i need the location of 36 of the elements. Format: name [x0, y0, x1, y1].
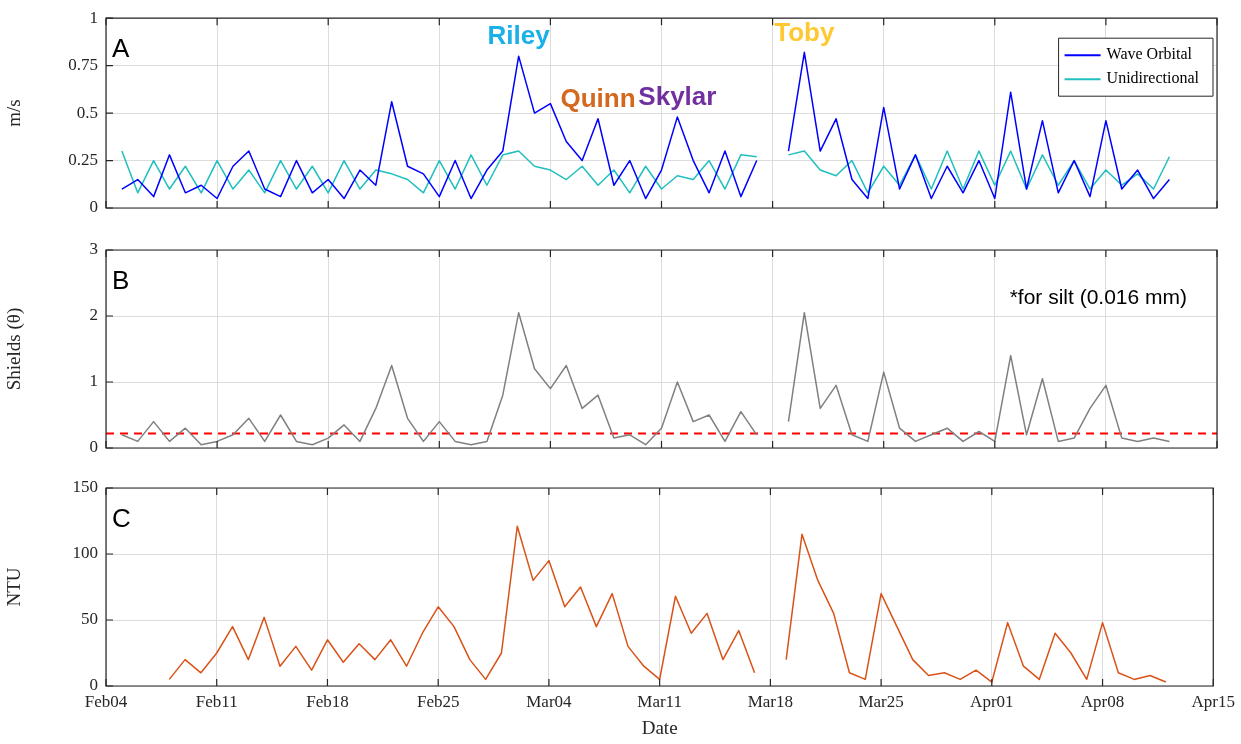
y-tick-label: 1 — [89, 371, 98, 391]
x-tick-label: Apr01 — [970, 691, 1014, 711]
x-tick-label: Feb25 — [416, 691, 460, 711]
y-tick-label: 0 — [89, 197, 98, 217]
annotation: C — [112, 503, 131, 534]
x-tick-label: Mar04 — [526, 691, 573, 711]
y-tick-label: 0.25 — [68, 150, 98, 170]
y-axis-title: m/s — [3, 99, 25, 127]
annotation: Riley — [487, 20, 551, 51]
annotation: *for silt (0.016 mm) — [1009, 284, 1187, 308]
y-tick-label: 3 — [89, 239, 98, 259]
y-tick-label: 50 — [81, 609, 98, 629]
y-tick-label: 2 — [89, 305, 98, 325]
y-tick-label: 1 — [89, 7, 98, 27]
y-tick-label: 100 — [72, 543, 98, 563]
y-tick-label: 0 — [89, 437, 98, 457]
legend-label: Wave Orbital — [1106, 45, 1193, 63]
annotation: Quinn — [560, 82, 636, 113]
x-tick-label: Mar11 — [637, 691, 682, 711]
x-tick-label: Apr15 — [1191, 691, 1236, 711]
annotation: B — [112, 265, 130, 296]
annotation: Toby — [774, 16, 835, 47]
y-tick-label: 0.75 — [68, 55, 98, 75]
y-tick-label: 0.5 — [76, 102, 98, 122]
annotation: Skylar — [638, 81, 717, 112]
x-tick-label: Mar18 — [747, 691, 794, 711]
x-tick-label: Mar25 — [858, 691, 904, 711]
x-tick-label: Feb18 — [306, 691, 349, 711]
x-axis-title: Date — [641, 716, 678, 738]
y-axis-title: Shields (θ) — [3, 307, 26, 391]
x-tick-label: Feb11 — [195, 691, 238, 711]
y-axis-title: NTU — [3, 567, 25, 607]
legend-label: Unidirectional — [1106, 69, 1200, 87]
annotation: A — [112, 33, 130, 64]
x-tick-label: Apr08 — [1080, 691, 1125, 711]
y-tick-label: 150 — [72, 477, 98, 497]
